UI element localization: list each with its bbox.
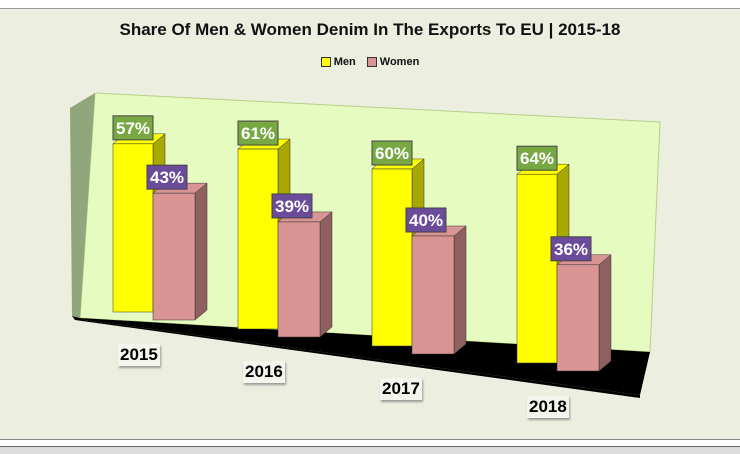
floor xyxy=(80,318,650,395)
bar-women-2018-side xyxy=(598,254,612,372)
bar-women-2017 xyxy=(411,235,455,355)
data-label-women-2015: 43% xyxy=(150,168,184,187)
bar-women-2018 xyxy=(556,264,600,372)
data-label-women-2016-box xyxy=(271,193,313,219)
legend-label-women: Women xyxy=(379,56,420,68)
window-bottom-bar xyxy=(0,446,740,454)
bar-women-2017-side xyxy=(453,225,467,355)
legend-swatch-men xyxy=(320,57,331,67)
data-label-women-2018-box xyxy=(550,236,592,262)
bar-women-2016-side xyxy=(319,211,333,338)
legend-swatch-women xyxy=(366,57,377,67)
data-label-women-2017: 40% xyxy=(409,211,443,230)
legend-item-men: Men xyxy=(320,56,356,68)
floor-edge xyxy=(72,316,640,398)
bar-men-2016 xyxy=(237,148,279,330)
data-label-men-2018: 64% xyxy=(520,149,554,168)
data-label-men-2018-box xyxy=(516,145,558,171)
legend-label-men: Men xyxy=(333,56,356,68)
data-label-men-2015-box xyxy=(112,115,154,141)
legend-item-women: Women xyxy=(366,56,420,68)
side-wall xyxy=(70,93,95,318)
bar-women-2015-side xyxy=(194,182,208,321)
bar-women-2015 xyxy=(152,192,196,321)
data-label-women-2017-box xyxy=(405,207,447,233)
x-tick-label-2018: 2018 xyxy=(527,396,569,418)
x-tick-label-2015: 2015 xyxy=(118,344,160,366)
data-label-men-2016-box xyxy=(237,120,279,146)
bar-men-2017 xyxy=(371,168,413,347)
chart-title: Share Of Men & Women Denim In The Export… xyxy=(119,20,621,39)
data-label-women-2015-box xyxy=(146,164,188,190)
bar-men-2018 xyxy=(516,173,558,364)
x-tick-label-2016: 2016 xyxy=(243,361,285,383)
legend: Men Women xyxy=(0,56,740,70)
bar-women-2016 xyxy=(277,221,321,338)
data-label-men-2017: 60% xyxy=(375,144,409,163)
data-label-women-2016: 39% xyxy=(275,197,309,216)
data-label-men-2016: 61% xyxy=(241,124,275,143)
data-label-men-2015: 57% xyxy=(116,119,150,138)
x-tick-label-2017: 2017 xyxy=(380,378,422,400)
data-label-men-2017-box xyxy=(371,140,413,166)
bar-men-2015 xyxy=(112,143,154,313)
data-label-women-2018: 36% xyxy=(554,240,588,259)
